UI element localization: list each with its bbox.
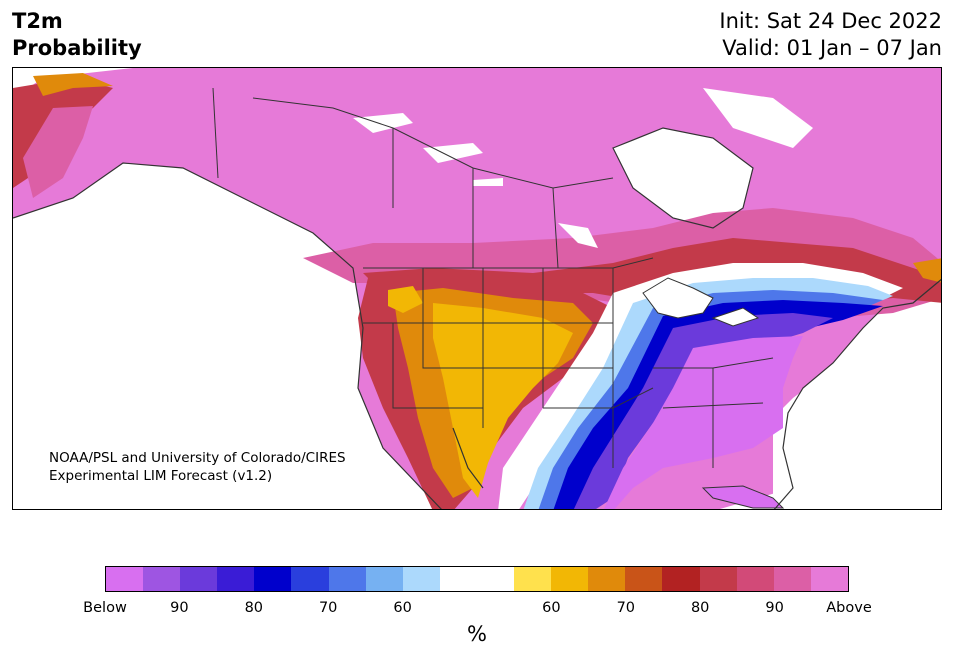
colorbar-tick-label: 90	[765, 600, 784, 616]
colorbar-swatch	[514, 567, 552, 591]
title-variable: T2m	[12, 9, 63, 33]
colorbar-tick-label: 70	[616, 600, 636, 616]
ocean-atlantic	[719, 279, 941, 509]
alaska-above-90	[23, 106, 93, 198]
title-kind: Probability	[12, 36, 142, 60]
colorbar-swatch	[625, 567, 663, 591]
colorbar-tick-label: 90	[170, 600, 189, 616]
forecast-map	[12, 67, 942, 510]
colorbar-swatch	[143, 567, 181, 591]
colorbar	[105, 566, 849, 592]
political-borders	[212, 87, 774, 468]
great-lakes	[642, 277, 760, 327]
arctic-channel	[703, 88, 813, 148]
canada-lake-1	[353, 113, 413, 133]
colorbar-swatch	[365, 567, 403, 591]
colorbar-swatch	[810, 567, 848, 591]
colorbar-tick-label: 60	[393, 600, 412, 616]
west-above-60	[433, 303, 573, 498]
ocean-pacific	[13, 163, 442, 509]
colorbar-swatch	[217, 567, 255, 591]
colorbar-swatch	[106, 567, 144, 591]
init-date: Init: Sat 24 Dec 2022	[719, 9, 942, 33]
colorbar-tick-label: 80	[690, 600, 710, 616]
credit-line-1: NOAA/PSL and University of Colorado/CIRE…	[49, 450, 346, 466]
colorbar-swatch	[291, 567, 329, 591]
plot-dates: Init: Sat 24 Dec 2022 Valid: 01 Jan – 07…	[719, 8, 942, 62]
colorbar-swatch	[662, 567, 700, 591]
west-above-60-pocket	[388, 286, 423, 313]
canada-lake-4	[558, 223, 598, 248]
east-neutral	[498, 263, 903, 509]
plot-title: T2m Probability	[12, 8, 142, 62]
credit-text: NOAA/PSL and University of Colorado/CIRE…	[49, 449, 346, 485]
cuba	[701, 485, 785, 509]
east-below-max	[603, 336, 803, 509]
credit-line-2: Experimental LIM Forecast (v1.2)	[49, 468, 273, 484]
colorbar-swatch	[402, 567, 440, 591]
colorbar-swatch	[699, 567, 737, 591]
colorbar-swatch	[180, 567, 218, 591]
colorbar-swatch	[439, 567, 477, 591]
hudson-bay	[613, 128, 753, 228]
labrador-above-70	[913, 258, 941, 283]
canada-lake-2	[423, 143, 483, 163]
colorbar-tick-label: Above	[826, 600, 872, 616]
colorbar-swatch	[773, 567, 811, 591]
colorbar-swatch	[588, 567, 626, 591]
canada-lake-3	[473, 178, 503, 186]
colorbar-swatch	[328, 567, 366, 591]
valid-range: Valid: 01 Jan – 07 Jan	[722, 36, 942, 60]
colorbar-tick-label: Below	[83, 600, 127, 616]
colorbar-tick-label: 80	[244, 600, 264, 616]
colorbar-tick-label: 60	[542, 600, 561, 616]
colorbar-unit: %	[467, 622, 487, 646]
map-svg	[13, 68, 941, 509]
colorbar-swatch	[551, 567, 589, 591]
colorbar-swatch	[476, 567, 515, 591]
coastlines	[13, 127, 941, 509]
alaska-above-70	[33, 73, 113, 96]
colorbar-tick-label: 70	[318, 600, 338, 616]
colorbar-swatch	[254, 567, 292, 591]
colorbar-swatch	[736, 567, 774, 591]
